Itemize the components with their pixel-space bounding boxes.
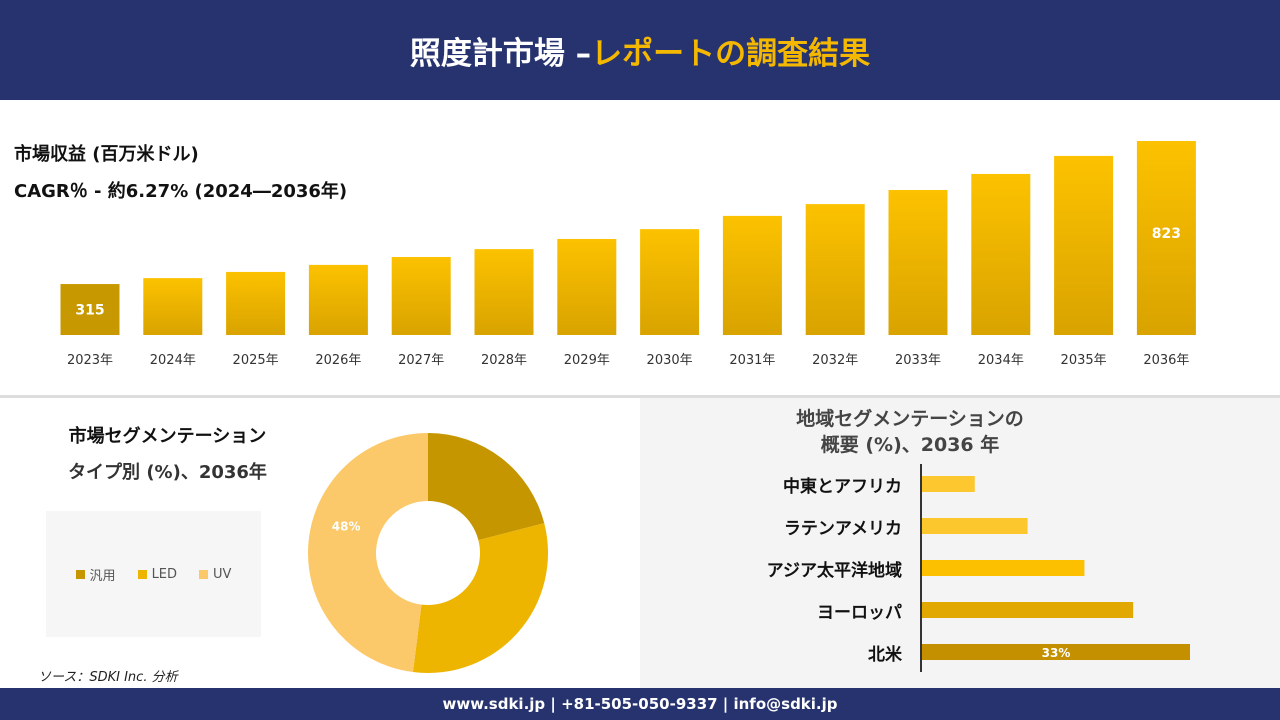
- x-tick-label: 2029年: [564, 353, 610, 368]
- revenue-bar: [805, 204, 865, 335]
- segment-subtitle: タイプ別 (%)、2036年: [68, 462, 267, 483]
- source-note: ソース：SDKI Inc. 分析: [38, 670, 178, 685]
- donut-legend: 汎用 LED UV: [46, 511, 261, 637]
- x-tick-label: 2034年: [978, 353, 1024, 368]
- x-tick-label: 2028年: [481, 353, 527, 368]
- revenue-bar: [888, 189, 948, 335]
- footer-contact: www.sdki.jp | +81-505-050-9337 | info@sd…: [0, 688, 1280, 720]
- revenue-bar: [226, 271, 286, 335]
- legend-item: LED: [137, 566, 178, 582]
- region-label: 中東とアフリカ: [783, 477, 902, 497]
- header: 照度計市場 – レポートの調査結果: [0, 0, 1280, 100]
- revenue-bar: [722, 215, 782, 335]
- x-tick-label: 2035年: [1061, 353, 1107, 368]
- x-tick-label: 2027年: [398, 353, 444, 368]
- region-label: ラテンアメリカ: [783, 519, 902, 539]
- title-accent: レポートの調査結果: [591, 35, 871, 72]
- revenue-bar: [143, 278, 203, 335]
- legend-item: UV: [199, 567, 231, 582]
- segment-title: 市場セグメンテーション: [68, 426, 267, 447]
- revenue-bar: [391, 257, 451, 335]
- legend-swatch: [199, 569, 209, 579]
- x-tick-label: 2026年: [315, 353, 361, 368]
- revenue-bar: [640, 229, 700, 335]
- legend-label: UV: [213, 566, 232, 582]
- region-subtitle: 概要 (%)、2036 年: [820, 434, 1000, 456]
- x-tick-label: 2025年: [233, 353, 279, 368]
- revenue-bar-chart: 2023年 315 2024年 2025年 2026年 2027年 2028年 2029年 20…: [60, 141, 1196, 368]
- legend-item: 汎用: [75, 565, 116, 584]
- revenue-bar: [60, 284, 120, 335]
- cagr-text: CAGR％ - 約6.27% (2024―2036年): [14, 181, 348, 202]
- revenue-bar: [1054, 155, 1114, 335]
- x-tick-label: 2032年: [812, 353, 858, 368]
- region-label: アジア太平洋地域: [766, 561, 902, 581]
- legend-swatch: [75, 569, 85, 579]
- divider: [0, 395, 1280, 398]
- donut-slice: [428, 433, 545, 541]
- legend-label: LED: [151, 566, 178, 582]
- region-panel: [640, 398, 1280, 688]
- donut-slice: [412, 523, 548, 674]
- region-label: ヨーロッパ: [817, 603, 902, 623]
- region-label: 北米: [868, 645, 902, 665]
- revenue-title: 市場収益 (百万米ドル): [14, 144, 199, 165]
- revenue-bar: [971, 173, 1031, 335]
- revenue-bar: [474, 249, 534, 335]
- x-tick-label: 2023年: [67, 353, 113, 368]
- legend-label: 汎用: [89, 568, 116, 584]
- bar-data-label: 823: [1152, 226, 1181, 242]
- slice-data-label: 48%: [332, 520, 361, 534]
- bar-data-label: 315: [75, 303, 104, 319]
- revenue-bar: [308, 264, 368, 335]
- region-title: 地域セグメンテーションの: [796, 408, 1024, 430]
- legend-swatch: [137, 569, 147, 579]
- x-tick-label: 2024年: [150, 353, 196, 368]
- x-tick-label: 2033年: [895, 353, 941, 368]
- revenue-bar: [1136, 141, 1196, 335]
- x-tick-label: 2036年: [1143, 353, 1189, 368]
- revenue-bar: [557, 238, 617, 335]
- x-tick-label: 2030年: [647, 353, 693, 368]
- title-main: 照度計市場 –: [409, 35, 592, 72]
- x-tick-label: 2031年: [729, 353, 775, 368]
